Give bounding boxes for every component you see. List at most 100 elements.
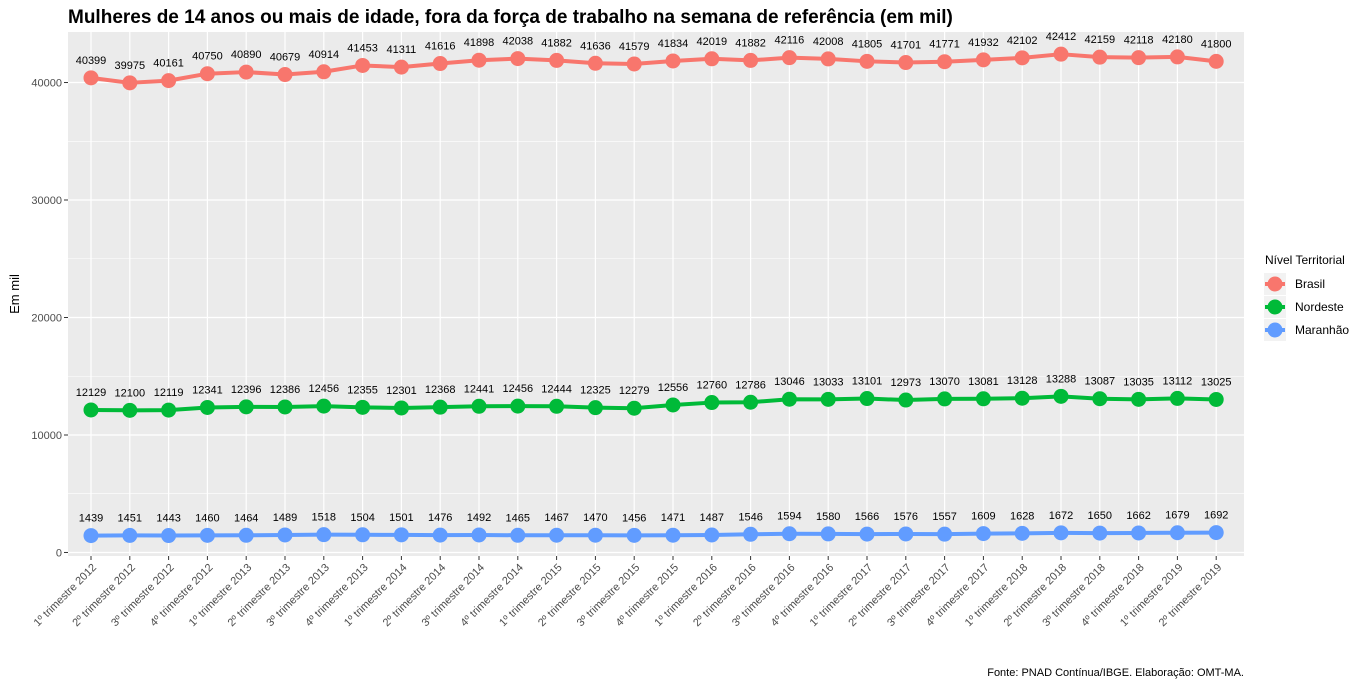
data-point-brasil bbox=[122, 75, 138, 91]
data-label-nordeste: 12760 bbox=[697, 380, 728, 392]
data-label-nordeste: 13025 bbox=[1201, 376, 1232, 388]
data-label-maranhao: 1443 bbox=[156, 513, 180, 525]
data-point-maranhao bbox=[1053, 525, 1069, 541]
data-label-maranhao: 1518 bbox=[312, 512, 336, 524]
data-point-nordeste bbox=[432, 399, 448, 415]
data-point-maranhao bbox=[161, 528, 177, 544]
data-point-brasil bbox=[781, 50, 797, 66]
data-label-nordeste: 12129 bbox=[76, 387, 107, 399]
data-point-maranhao bbox=[743, 526, 759, 542]
data-label-maranhao: 1470 bbox=[583, 512, 607, 524]
data-point-brasil bbox=[83, 70, 99, 86]
data-label-maranhao: 1451 bbox=[118, 512, 142, 524]
data-point-nordeste bbox=[161, 402, 177, 418]
y-tick-label: 40000 bbox=[31, 78, 62, 90]
data-point-brasil bbox=[937, 54, 953, 70]
data-point-brasil bbox=[549, 52, 565, 68]
series-layer bbox=[83, 46, 1224, 544]
data-label-maranhao: 1546 bbox=[738, 511, 762, 523]
data-label-maranhao: 1650 bbox=[1088, 510, 1112, 522]
data-point-nordeste bbox=[1131, 391, 1147, 407]
data-label-brasil: 42180 bbox=[1162, 34, 1193, 46]
data-point-brasil bbox=[1169, 49, 1185, 65]
data-label-maranhao: 1476 bbox=[428, 512, 452, 524]
legend-key-point-nordeste bbox=[1267, 299, 1283, 315]
data-point-nordeste bbox=[626, 400, 642, 416]
data-label-nordeste: 12100 bbox=[115, 387, 146, 399]
data-point-nordeste bbox=[587, 400, 603, 416]
data-point-nordeste bbox=[1092, 391, 1108, 407]
data-label-nordeste: 13288 bbox=[1046, 373, 1077, 385]
data-point-brasil bbox=[859, 53, 875, 69]
data-point-nordeste bbox=[316, 398, 332, 414]
data-point-nordeste bbox=[355, 399, 371, 415]
data-label-maranhao: 1464 bbox=[234, 512, 258, 524]
data-point-nordeste bbox=[781, 391, 797, 407]
data-label-brasil: 42102 bbox=[1007, 35, 1038, 47]
data-label-nordeste: 12444 bbox=[541, 383, 572, 395]
data-point-maranhao bbox=[704, 527, 720, 543]
y-axis-title: Em mil bbox=[7, 274, 22, 314]
data-label-maranhao: 1504 bbox=[350, 512, 374, 524]
data-label-maranhao: 1471 bbox=[661, 512, 685, 524]
data-point-nordeste bbox=[820, 391, 836, 407]
data-label-nordeste: 13101 bbox=[852, 376, 883, 388]
data-label-maranhao: 1460 bbox=[195, 512, 219, 524]
data-point-brasil bbox=[161, 73, 177, 89]
data-label-nordeste: 12341 bbox=[192, 384, 223, 396]
data-point-nordeste bbox=[743, 394, 759, 410]
data-point-maranhao bbox=[471, 527, 487, 543]
data-label-maranhao: 1628 bbox=[1010, 510, 1034, 522]
data-point-nordeste bbox=[975, 391, 991, 407]
data-label-brasil: 40161 bbox=[153, 58, 184, 70]
data-label-nordeste: 13128 bbox=[1007, 375, 1038, 387]
y-axis: 0 10000 20000 30000 40000 bbox=[31, 78, 68, 559]
data-label-brasil: 41882 bbox=[735, 37, 766, 49]
data-point-maranhao bbox=[122, 527, 138, 543]
data-point-brasil bbox=[510, 51, 526, 67]
data-point-brasil bbox=[238, 64, 254, 80]
data-point-brasil bbox=[1208, 53, 1224, 69]
major-gridlines bbox=[68, 32, 1244, 556]
data-label-brasil: 41800 bbox=[1201, 38, 1232, 50]
data-point-maranhao bbox=[277, 527, 293, 543]
data-label-maranhao: 1489 bbox=[273, 512, 297, 524]
data-label-nordeste: 13081 bbox=[968, 376, 999, 388]
data-label-brasil: 41701 bbox=[891, 40, 922, 52]
data-label-brasil: 40914 bbox=[309, 49, 340, 61]
data-label-nordeste: 12368 bbox=[425, 384, 456, 396]
y-tick-label: 30000 bbox=[31, 195, 62, 207]
data-point-maranhao bbox=[859, 526, 875, 542]
data-point-maranhao bbox=[1169, 525, 1185, 541]
data-label-nordeste: 12556 bbox=[658, 382, 689, 394]
data-point-nordeste bbox=[122, 402, 138, 418]
data-point-maranhao bbox=[975, 526, 991, 542]
legend-title: Nível Territorial bbox=[1265, 253, 1345, 267]
data-point-brasil bbox=[432, 56, 448, 72]
data-label-maranhao: 1501 bbox=[389, 512, 413, 524]
data-label-brasil: 42008 bbox=[813, 36, 844, 48]
data-label-brasil: 40750 bbox=[192, 51, 223, 63]
data-label-brasil: 41805 bbox=[852, 38, 883, 50]
chart-title: Mulheres de 14 anos ou mais de idade, fo… bbox=[68, 7, 953, 28]
data-point-nordeste bbox=[549, 398, 565, 414]
data-point-brasil bbox=[199, 66, 215, 82]
data-point-nordeste bbox=[393, 400, 409, 416]
data-point-nordeste bbox=[937, 391, 953, 407]
data-point-brasil bbox=[898, 55, 914, 71]
data-point-maranhao bbox=[316, 527, 332, 543]
data-point-brasil bbox=[1053, 46, 1069, 62]
data-point-brasil bbox=[355, 57, 371, 73]
data-label-brasil: 41932 bbox=[968, 37, 999, 49]
data-label-brasil: 41898 bbox=[464, 37, 495, 49]
legend-label-nordeste: Nordeste bbox=[1295, 300, 1344, 314]
data-point-maranhao bbox=[781, 526, 797, 542]
data-label-maranhao: 1580 bbox=[816, 511, 840, 523]
data-point-maranhao bbox=[937, 526, 953, 542]
data-label-brasil: 39975 bbox=[115, 60, 146, 72]
data-point-nordeste bbox=[859, 391, 875, 407]
data-point-brasil bbox=[393, 59, 409, 75]
data-label-nordeste: 12396 bbox=[231, 384, 262, 396]
data-point-nordeste bbox=[83, 402, 99, 418]
